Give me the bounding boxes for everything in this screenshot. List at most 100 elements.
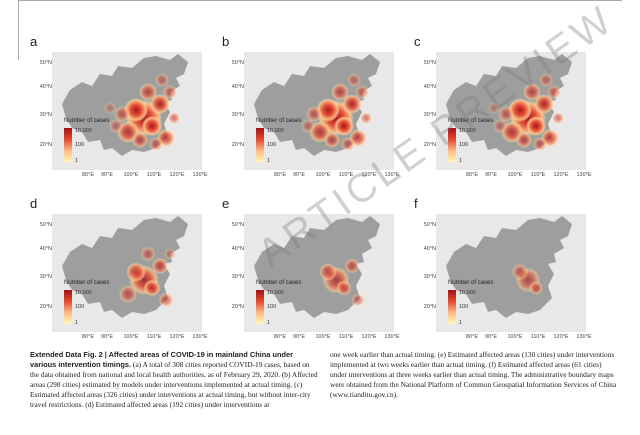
affected-area xyxy=(341,137,355,151)
map-panel-c: c 50°N 40°N 30°N 20°N 80°E 90°E 100°E 110°E 120°E… xyxy=(414,34,592,184)
legend-color-bar xyxy=(448,290,456,324)
cases-legend: Number of cases 10,000 100 1 xyxy=(256,118,316,168)
legend-label: 1 xyxy=(459,158,463,164)
affected-area xyxy=(529,281,543,295)
caption-text-1: (a) A total of 308 cities reported COVID… xyxy=(30,360,318,409)
map-panel-b: b 50°N 40°N 30°N 20°N 80°E 90°E 100°E 110°E 120°E… xyxy=(222,34,400,184)
affected-area xyxy=(552,112,564,124)
longitude-tick: 130°E xyxy=(384,172,400,178)
longitude-tick: 80°E xyxy=(82,172,94,178)
china-map xyxy=(62,54,188,156)
legend-label: 10,000 xyxy=(459,290,476,296)
affected-area xyxy=(324,132,340,148)
affected-area xyxy=(493,119,507,133)
affected-area xyxy=(334,116,354,136)
legend-label: 10,000 xyxy=(75,128,92,134)
longitude-tick: 130°E xyxy=(576,172,592,178)
longitude-tick: 100°E xyxy=(123,172,139,178)
china-map xyxy=(62,216,188,318)
affected-area xyxy=(139,83,157,101)
caption-heading: Extended Data Fig. 2 | Affected areas of… xyxy=(30,350,293,369)
legend-label: 100 xyxy=(267,304,277,310)
longitude-tick: 110°E xyxy=(530,334,546,340)
affected-area xyxy=(533,137,547,151)
latitude-tick: 30°N xyxy=(231,274,244,280)
legend-label: 100 xyxy=(459,142,469,148)
legend-label: 10,000 xyxy=(459,128,476,134)
latitude-tick: 50°N xyxy=(39,60,52,66)
panel-label: a xyxy=(30,34,38,49)
latitude-tick: 50°N xyxy=(39,222,52,228)
longitude-tick: 80°E xyxy=(274,172,286,178)
longitude-tick: 80°E xyxy=(274,334,286,340)
affected-area xyxy=(547,85,561,99)
affected-area xyxy=(132,132,148,148)
caption-column-1: Extended Data Fig. 2 | Affected areas of… xyxy=(30,350,320,410)
longitude-tick: 90°E xyxy=(101,334,113,340)
legend-label: 10,000 xyxy=(267,128,284,134)
latitude-tick: 40°N xyxy=(231,84,244,90)
longitude-tick: 130°E xyxy=(192,172,208,178)
affected-area xyxy=(351,293,365,307)
legend-label: 100 xyxy=(267,142,277,148)
longitude-tick: 120°E xyxy=(553,172,569,178)
longitude-tick: 90°E xyxy=(293,334,305,340)
latitude-tick: 20°N xyxy=(423,142,436,148)
affected-area xyxy=(342,94,362,114)
latitude-tick: 30°N xyxy=(231,112,244,118)
legend-title: Number of cases xyxy=(256,280,302,286)
cases-legend: Number of cases 10,000 100 1 xyxy=(448,280,508,330)
latitude-tick: 20°N xyxy=(39,142,52,148)
panel-label: b xyxy=(222,34,230,49)
affected-area xyxy=(316,98,340,122)
cases-legend: Number of cases 10,000 100 1 xyxy=(256,280,316,330)
latitude-tick: 20°N xyxy=(231,304,244,310)
longitude-tick: 80°E xyxy=(466,172,478,178)
legend-title: Number of cases xyxy=(448,118,494,124)
longitude-tick: 110°E xyxy=(146,172,162,178)
legend-color-bar xyxy=(64,290,72,324)
legend-color-bar xyxy=(448,128,456,162)
affected-area xyxy=(508,98,532,122)
panel-label: c xyxy=(414,34,421,49)
legend-label: 10,000 xyxy=(267,290,284,296)
longitude-tick: 110°E xyxy=(338,334,354,340)
longitude-tick: 80°E xyxy=(466,334,478,340)
latitude-tick: 50°N xyxy=(423,60,436,66)
affected-area xyxy=(164,248,176,260)
longitude-tick: 100°E xyxy=(507,334,523,340)
latitude-tick: 40°N xyxy=(423,84,436,90)
legend-title: Number of cases xyxy=(448,280,494,286)
latitude-tick: 20°N xyxy=(423,304,436,310)
map-panel-a: a 50°N 40°N 30°N 20°N 80°E 90°E 100°E 110°E 120°E… xyxy=(30,34,208,184)
cases-legend: Number of cases 10,000 100 1 xyxy=(64,118,124,168)
longitude-tick: 80°E xyxy=(82,334,94,340)
panel-label: f xyxy=(414,196,418,211)
latitude-tick: 50°N xyxy=(231,222,244,228)
affected-area xyxy=(347,73,361,87)
legend-title: Number of cases xyxy=(64,118,110,124)
latitude-tick: 40°N xyxy=(39,84,52,90)
affected-area xyxy=(150,94,170,114)
longitude-tick: 110°E xyxy=(146,334,162,340)
legend-label: 1 xyxy=(75,158,79,164)
affected-area xyxy=(331,83,349,101)
page-left-rule xyxy=(18,0,19,60)
affected-area xyxy=(344,258,360,274)
latitude-tick: 30°N xyxy=(39,112,52,118)
affected-area xyxy=(534,94,554,114)
legend-label: 1 xyxy=(267,320,271,326)
longitude-tick: 130°E xyxy=(576,334,592,340)
longitude-tick: 130°E xyxy=(192,334,208,340)
china-map xyxy=(446,216,572,318)
longitude-tick: 110°E xyxy=(338,172,354,178)
legend-title: Number of cases xyxy=(64,280,110,286)
affected-area xyxy=(118,284,138,304)
affected-area xyxy=(158,292,174,308)
affected-area xyxy=(301,119,315,133)
latitude-tick: 40°N xyxy=(423,246,436,252)
legend-label: 1 xyxy=(267,158,271,164)
affected-area xyxy=(142,116,162,136)
affected-area xyxy=(498,106,514,122)
latitude-tick: 30°N xyxy=(39,274,52,280)
